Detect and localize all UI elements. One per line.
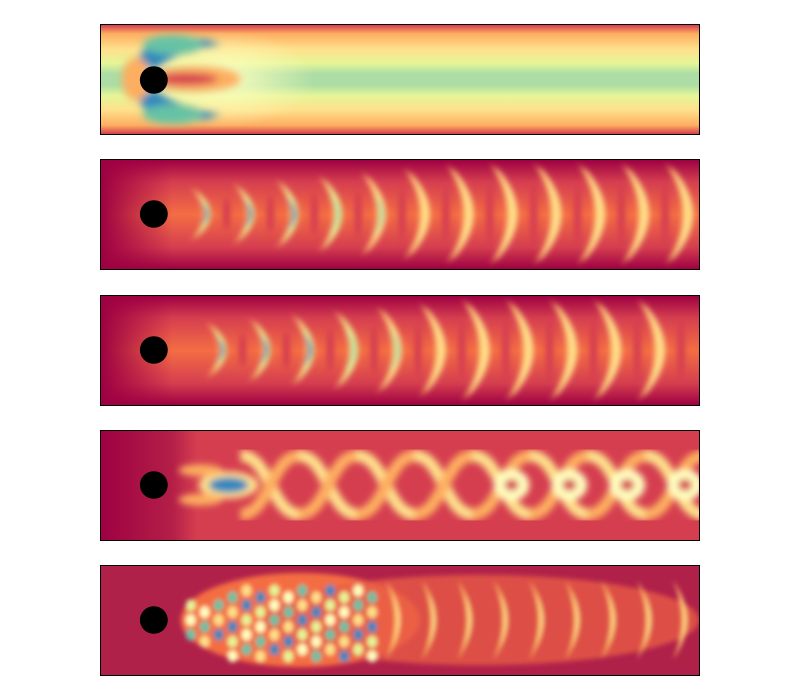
wake-structure [386,580,400,660]
wake-structure [535,592,544,648]
cylinder [139,606,168,634]
mean-flow-panel [100,24,700,135]
cylinder [139,471,168,499]
mode-3-field [101,431,699,540]
wake-structure [679,592,688,648]
wake-structure [607,592,616,648]
wake-structure [499,592,508,648]
mean-flow-field [101,25,699,134]
mode-3-panel [100,430,700,541]
wake-structure [643,592,652,648]
mode-4-field [101,566,699,675]
cylinder [139,200,168,228]
mode-1-panel [100,159,700,270]
mode-2-panel [100,295,700,406]
wake-structure [529,580,544,660]
wake-structure [565,580,580,660]
mode-2-field [101,296,699,405]
wake-structure [427,592,436,648]
wake-structure [457,580,472,660]
wake-structure [673,580,688,660]
wake-structure [493,580,508,660]
wake-structure [637,580,652,660]
mode-4-panel [100,565,700,676]
wake-structure [421,580,436,660]
mode-1-field [101,160,699,269]
wake-structure [463,592,472,648]
wake-structure [392,592,400,648]
cylinder [139,336,168,364]
wake-structure [571,592,580,648]
cylinder [139,66,168,94]
wake-structure [601,580,616,660]
